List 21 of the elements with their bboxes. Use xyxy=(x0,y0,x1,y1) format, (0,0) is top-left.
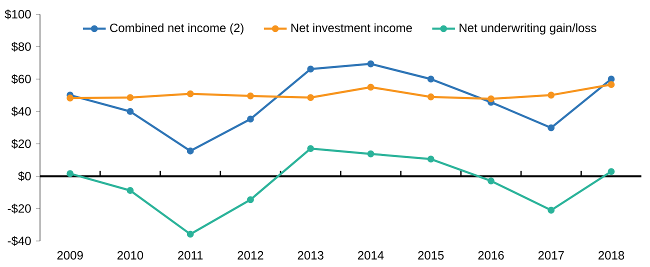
y-tick-label: $0 xyxy=(18,171,31,182)
legend-label: Combined net income (2) xyxy=(110,23,244,35)
y-tick-label: $100 xyxy=(4,9,31,20)
legend-label: Net investment income xyxy=(291,23,412,32)
y-tick-label: -$20 xyxy=(8,204,31,214)
x-tick-label: 2010 xyxy=(117,251,144,260)
y-tick-label: $40 xyxy=(11,106,31,116)
y-tick-label: -$40 xyxy=(8,236,31,246)
legend-label: Net underwriting gain/loss xyxy=(460,23,596,35)
x-tick-label: 2016 xyxy=(478,251,504,260)
x-tick-label: 2014 xyxy=(358,251,384,260)
x-tick-label: 2013 xyxy=(298,251,324,260)
y-tick-label: $60 xyxy=(11,74,31,84)
y-tick-label: $80 xyxy=(11,42,31,52)
y-tick-label: $20 xyxy=(11,138,31,149)
x-tick-label: 2018 xyxy=(598,251,624,260)
x-tick-label: 2015 xyxy=(418,251,444,260)
x-tick-label: 2012 xyxy=(238,251,264,260)
x-tick-label: 2017 xyxy=(538,251,564,260)
x-tick-label: 2011 xyxy=(178,251,203,260)
x-tick-label: 2009 xyxy=(57,251,83,260)
